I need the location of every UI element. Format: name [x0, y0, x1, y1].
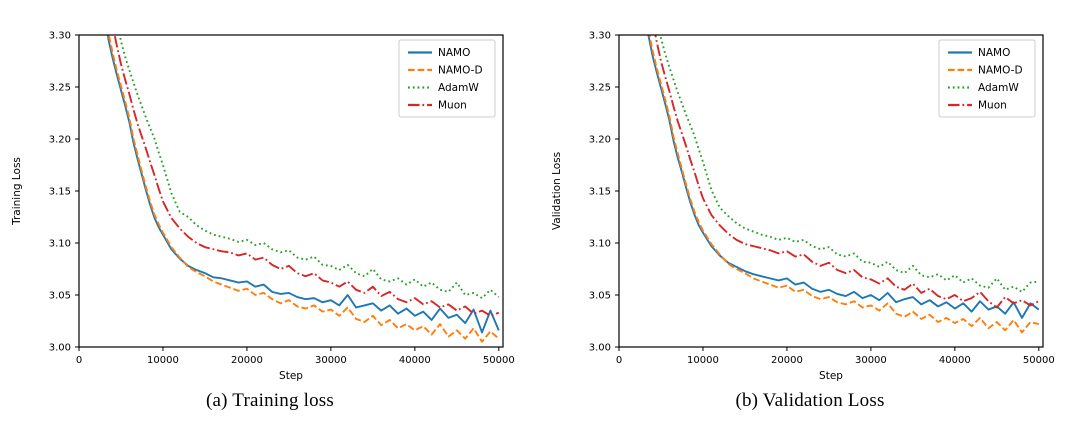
plot-frame — [78, 34, 504, 348]
series-line-namo-d — [648, 35, 1040, 334]
series-line-namo — [107, 35, 500, 334]
series-line-namo-d — [107, 35, 500, 343]
y-tick-label: 3.15 — [49, 187, 71, 198]
legend: NAMO NAMO-D AdamW Muon — [398, 39, 496, 118]
y-tick-label: 3.30 — [49, 31, 71, 42]
training-loss-figure: 0 10000 20000 30000 40000 50000 3.00 3.05 3.10 3.… — [0, 0, 540, 412]
tick-labels: 0 10000 20000 30000 40000 50000 3.00 3.05 3.10 3.… — [589, 31, 1055, 367]
x-tick-label: 10000 — [687, 355, 719, 366]
validation-loss-chart: 0 10000 20000 30000 40000 50000 3.00 3.05 3.10 3.… — [551, 31, 1055, 383]
y-tick-label: 3.30 — [589, 31, 611, 42]
series-group — [647, 35, 1040, 334]
tick-labels: 0 10000 20000 30000 40000 50000 3.00 3.05 3.10 3.… — [49, 31, 515, 367]
validation-loss-figure: 0 10000 20000 30000 40000 50000 3.00 3.05 3.10 3.… — [540, 0, 1080, 412]
y-tick-label: 3.20 — [49, 135, 71, 146]
legend-box — [938, 39, 1036, 118]
axis-ticks — [615, 34, 1040, 351]
legend-entry-muon: Muon — [408, 100, 467, 112]
x-tick-label: 20000 — [771, 355, 803, 366]
y-axis-label: Training Loss — [11, 157, 23, 226]
series-line-muon — [113, 35, 500, 317]
legend-entry-namo: NAMO — [408, 47, 470, 59]
y-tick-label: 3.25 — [589, 83, 611, 94]
y-tick-label: 3.15 — [589, 187, 611, 198]
legend-entry-muon: Muon — [948, 100, 1007, 112]
x-tick-label: 0 — [76, 355, 82, 366]
legend-label: AdamW — [978, 82, 1019, 94]
legend-entry-adamw: AdamW — [948, 82, 1019, 94]
legend-entry-namo: NAMO — [948, 47, 1010, 59]
x-tick-label: 40000 — [939, 355, 971, 366]
x-tick-label: 30000 — [315, 355, 347, 366]
legend-label: Muon — [978, 100, 1007, 112]
legend-box — [398, 39, 496, 118]
y-tick-label: 3.10 — [589, 239, 611, 250]
axis-ticks — [75, 34, 500, 351]
y-tick-label: 3.20 — [589, 135, 611, 146]
y-tick-label: 3.10 — [49, 239, 71, 250]
x-axis-label: Step — [279, 370, 303, 382]
x-tick-label: 0 — [616, 355, 622, 366]
training-loss-chart: 0 10000 20000 30000 40000 50000 3.00 3.05 3.10 3.… — [11, 31, 515, 383]
x-axis-label: Step — [819, 370, 843, 382]
series-group — [107, 35, 500, 343]
legend-label: NAMO — [978, 47, 1010, 59]
x-tick-label: 20000 — [231, 355, 263, 366]
x-tick-label: 40000 — [399, 355, 431, 366]
caption-a: (a) Training loss — [206, 390, 334, 411]
legend: NAMO NAMO-D AdamW Muon — [938, 39, 1036, 118]
y-tick-label: 3.00 — [589, 343, 611, 354]
legend-entry-namo-d: NAMO-D — [408, 65, 483, 77]
legend-label: Muon — [438, 100, 467, 112]
series-line-muon — [654, 35, 1040, 309]
y-tick-label: 3.05 — [49, 291, 71, 302]
y-tick-label: 3.00 — [49, 343, 71, 354]
y-axis-label: Validation Loss — [551, 152, 563, 230]
y-tick-label: 3.25 — [49, 83, 71, 94]
legend-label: NAMO-D — [438, 65, 483, 77]
legend-label: NAMO — [438, 47, 470, 59]
figure-panel: 0 10000 20000 30000 40000 50000 3.00 3.05 3.10 3.… — [0, 0, 1080, 412]
legend-entry-adamw: AdamW — [408, 82, 479, 94]
y-tick-label: 3.05 — [589, 291, 611, 302]
series-line-adamw — [118, 35, 500, 300]
legend-entry-namo-d: NAMO-D — [948, 65, 1023, 77]
plot-frame — [618, 34, 1044, 348]
x-tick-label: 50000 — [1023, 355, 1055, 366]
x-tick-label: 30000 — [855, 355, 887, 366]
legend-label: AdamW — [438, 82, 479, 94]
legend-label: NAMO-D — [978, 65, 1023, 77]
x-tick-label: 10000 — [147, 355, 179, 366]
caption-b: (b) Validation Loss — [735, 390, 885, 411]
x-tick-label: 50000 — [483, 355, 515, 366]
